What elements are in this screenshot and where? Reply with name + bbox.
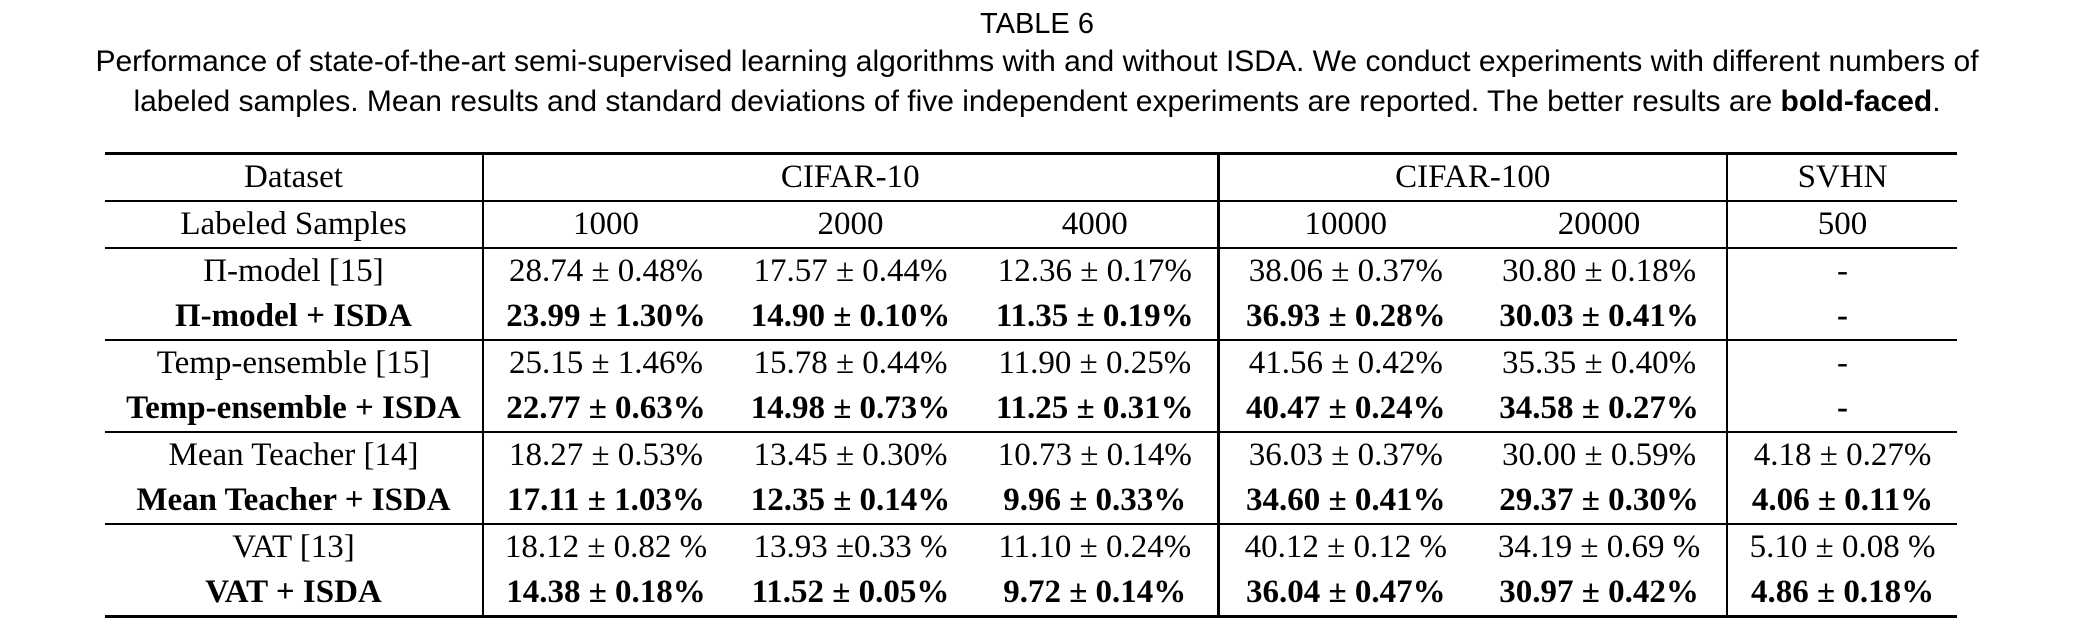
caption-bold-word: bold-faced xyxy=(1780,85,1933,118)
value-cell: 35.35 ± 0.40% xyxy=(1472,340,1729,386)
value-cell: 13.93 ±0.33 % xyxy=(753,529,948,565)
table-caption-line-1: Performance of state-of-the-art semi-sup… xyxy=(0,42,2074,82)
value-cell: 30.00 ± 0.59% xyxy=(1472,432,1729,478)
value-cell: 40.12 ± 0.12 % xyxy=(1244,529,1447,565)
header-group-cifar100: CIFAR-100 xyxy=(1218,153,1729,202)
value-cell: 28.74 ± 0.48% xyxy=(508,253,704,289)
header-dataset: Dataset xyxy=(105,153,484,202)
value-cell: - xyxy=(1727,386,1958,433)
table-caption-line-2: labeled samples. Mean results and standa… xyxy=(0,82,2074,122)
header-samples-500: 500 xyxy=(1727,201,1958,249)
method-cell: VAT [13] xyxy=(105,524,484,570)
value-cell: 34.58 ± 0.27% xyxy=(1472,386,1729,433)
table-row-pi-model-isda: Π-model + ISDA 23.99 ± 1.30% 14.90 ± 0.1… xyxy=(105,294,1958,341)
value-cell: 14.98 ± 0.73% xyxy=(728,386,973,433)
value-cell: - xyxy=(1727,294,1958,341)
value-cell: 36.93 ± 0.28% xyxy=(1218,294,1473,341)
table-caption-label: TABLE 6 xyxy=(980,8,1094,40)
value-cell: 17.11 ± 1.03% xyxy=(483,478,728,525)
method-cell: Mean Teacher + ISDA xyxy=(105,478,484,525)
table-row-vat: VAT [13] 18.12 ± 0.82 % 13.93 ±0.33 % 11… xyxy=(105,524,1957,570)
value-cell: 12.36 ± 0.17% xyxy=(973,248,1220,294)
results-table: Dataset CIFAR-10 CIFAR-100 SVHN Labeled … xyxy=(105,152,1958,618)
value-cell: 14.90 ± 0.10% xyxy=(728,294,973,341)
value-cell: 18.27 ± 0.53% xyxy=(508,437,704,473)
header-samples-4000: 4000 xyxy=(973,201,1220,249)
value-cell: 17.57 ± 0.44% xyxy=(753,253,948,289)
table-row-mean-teacher: Mean Teacher [14] 18.27 ± 0.53% 13.45 ± … xyxy=(105,432,1957,478)
header-samples-2000: 2000 xyxy=(728,201,973,249)
value-cell: 34.60 ± 0.41% xyxy=(1218,478,1473,525)
value-cell: 11.35 ± 0.19% xyxy=(973,294,1220,341)
value-cell: 22.77 ± 0.63% xyxy=(483,386,728,433)
caption-text-2: labeled samples. Mean results and standa… xyxy=(133,85,1781,118)
method-cell: Temp-ensemble + ISDA xyxy=(105,386,484,433)
value-cell: 30.03 ± 0.41% xyxy=(1472,294,1729,341)
value-cell: 11.90 ± 0.25% xyxy=(973,340,1220,386)
value-cell: 10.73 ± 0.14% xyxy=(973,432,1220,478)
value-cell: 14.38 ± 0.18% xyxy=(506,574,706,610)
table-row-temp-ensemble: Temp-ensemble [15] 25.15 ± 1.46% 15.78 ±… xyxy=(105,340,1957,386)
value-cell: 13.45 ± 0.30% xyxy=(753,437,948,473)
value-cell: 38.06 ± 0.37% xyxy=(1248,253,1443,289)
table-row-pi-model: Π-model [15] 28.74 ± 0.48% 17.57 ± 0.44%… xyxy=(105,248,1957,294)
method-cell: VAT + ISDA xyxy=(105,570,484,617)
value-cell: 11.52 ± 0.05% xyxy=(751,574,950,610)
value-cell: 36.03 ± 0.37% xyxy=(1248,437,1443,473)
table-caption: TABLE 6 Performance of state-of-the-art … xyxy=(0,0,2074,122)
value-cell: 4.06 ± 0.11% xyxy=(1727,478,1958,525)
method-cell: Π-model + ISDA xyxy=(105,294,484,341)
value-cell: 30.80 ± 0.18% xyxy=(1472,248,1729,294)
value-cell: 11.10 ± 0.24% xyxy=(973,524,1220,570)
value-cell: 23.99 ± 1.30% xyxy=(483,294,728,341)
value-cell: 40.47 ± 0.24% xyxy=(1218,386,1473,433)
header-group-svhn: SVHN xyxy=(1727,153,1958,202)
value-cell: 30.97 ± 0.42% xyxy=(1472,570,1729,617)
value-cell: 18.12 ± 0.82 % xyxy=(504,529,708,565)
value-cell: 9.72 ± 0.14% xyxy=(973,570,1220,617)
value-cell: 4.18 ± 0.27% xyxy=(1753,437,1932,473)
value-cell: - xyxy=(1837,345,1849,381)
value-cell: 9.96 ± 0.33% xyxy=(973,478,1220,525)
value-cell: 34.19 ± 0.69 % xyxy=(1472,524,1729,570)
header-labeled-samples: Labeled Samples xyxy=(105,201,484,249)
method-cell: Temp-ensemble [15] xyxy=(105,340,484,386)
caption-text-1: Performance of state-of-the-art semi-sup… xyxy=(95,45,1979,78)
caption-text-end: . xyxy=(1932,85,1941,118)
value-cell: - xyxy=(1837,253,1849,289)
table-row-temp-ensemble-isda: Temp-ensemble + ISDA 22.77 ± 0.63% 14.98… xyxy=(105,386,1958,433)
value-cell: 11.25 ± 0.31% xyxy=(973,386,1220,433)
header-samples-1000: 1000 xyxy=(483,201,728,249)
value-cell: 29.37 ± 0.30% xyxy=(1472,478,1729,525)
header-samples-10000: 10000 xyxy=(1218,201,1473,249)
header-group-cifar10: CIFAR-10 xyxy=(483,153,1220,202)
table-row-mean-teacher-isda: Mean Teacher + ISDA 17.11 ± 1.03% 12.35 … xyxy=(105,478,1958,525)
method-cell: Mean Teacher [14] xyxy=(105,432,484,478)
header-row-labeled-samples: Labeled Samples 1000 2000 4000 10000 200… xyxy=(105,201,1958,249)
value-cell: 25.15 ± 1.46% xyxy=(508,345,704,381)
value-cell: 36.04 ± 0.47% xyxy=(1245,574,1446,610)
value-cell: 5.10 ± 0.08 % xyxy=(1749,529,1936,565)
header-samples-20000: 20000 xyxy=(1472,201,1729,249)
value-cell: 12.35 ± 0.14% xyxy=(728,478,973,525)
header-row-datasets: Dataset CIFAR-10 CIFAR-100 SVHN xyxy=(105,153,1958,202)
value-cell: 41.56 ± 0.42% xyxy=(1248,345,1443,381)
method-cell: Π-model [15] xyxy=(105,248,484,294)
value-cell: 15.78 ± 0.44% xyxy=(753,345,948,381)
table-row-vat-isda: VAT + ISDA 14.38 ± 0.18% 11.52 ± 0.05% 9… xyxy=(105,570,1957,617)
value-cell: 4.86 ± 0.18% xyxy=(1750,574,1935,610)
